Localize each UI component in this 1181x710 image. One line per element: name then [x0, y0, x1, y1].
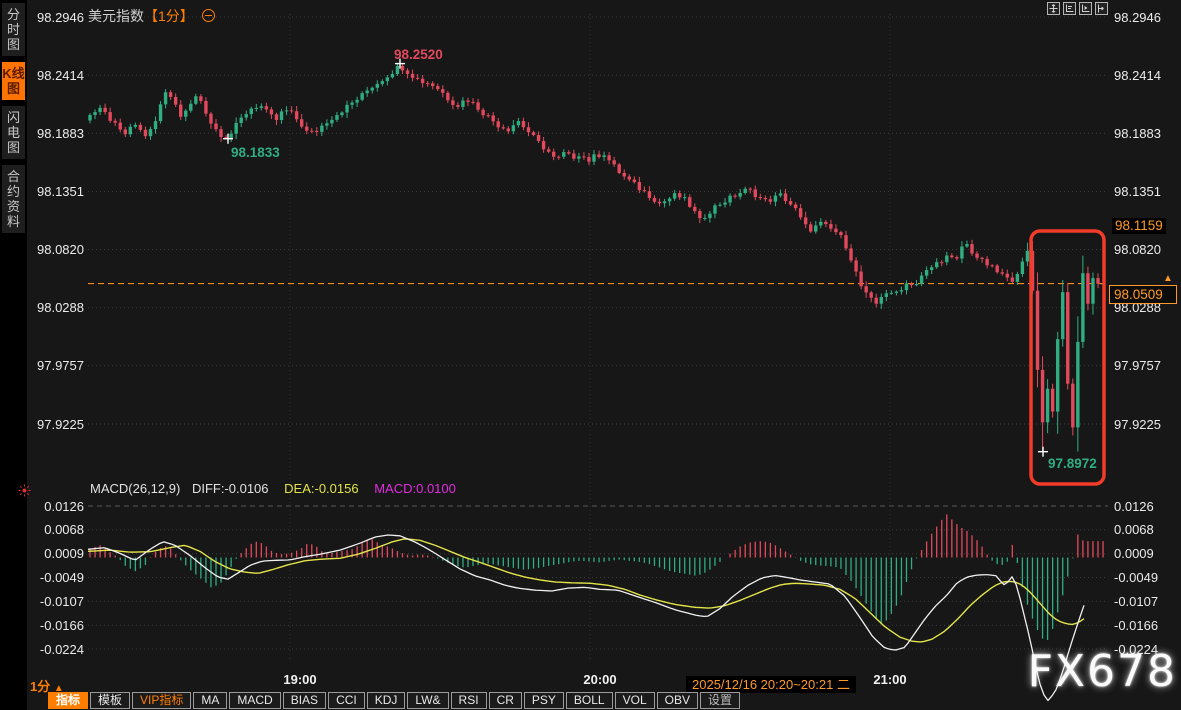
axis-tick: 0.0068 [44, 522, 84, 538]
axis-tick: 97.9757 [37, 358, 84, 374]
current-price-tag: 98.0509 [1109, 285, 1177, 304]
axis-tick: 0.0009 [44, 546, 84, 562]
macd-dea-value: DEA:-0.0156 [284, 481, 359, 496]
axis-zoom-left-icon[interactable] [1063, 2, 1076, 15]
axis-tick: 98.2414 [1114, 67, 1161, 83]
time-tick-19:00: 19:00 [283, 672, 317, 687]
axis-tick: 98.0820 [37, 242, 84, 258]
axis-tick: 98.0288 [37, 300, 84, 316]
axis-tick: 98.1883 [37, 125, 84, 141]
tab-RSI[interactable]: RSI [450, 692, 487, 709]
bottom-left-corner [0, 668, 27, 710]
sidebar-item-0[interactable]: 分时图 [2, 3, 25, 56]
marker-97.8972: 97.8972 [1048, 455, 1097, 471]
axis-tick: 97.9757 [1114, 358, 1161, 374]
time-tick-20:00: 20:00 [583, 672, 617, 687]
period-indicator-label: 1分 [30, 679, 51, 694]
axis-zoom-play-icon[interactable] [1079, 2, 1092, 15]
axis-tick: 0.0126 [44, 498, 84, 514]
tab-KDJ[interactable]: KDJ [366, 692, 406, 709]
tab-CR[interactable]: CR [488, 692, 522, 709]
axis-tick: -0.0049 [1114, 570, 1159, 585]
tab-VOL[interactable]: VOL [614, 692, 655, 709]
axis-tick: 0.0126 [1114, 498, 1154, 514]
axis-tick: 98.2946 [1114, 9, 1161, 25]
watermark: FX678 [1027, 646, 1177, 697]
chart-title: 美元指数【1分】 [88, 6, 215, 26]
axis-tick: 98.2946 [37, 9, 84, 25]
tab-OBV[interactable]: OBV [656, 692, 698, 709]
tab-设置[interactable]: 设置 [699, 692, 740, 709]
tab-LW&[interactable]: LW& [407, 692, 449, 709]
macd-params: MACD(26,12,9) [90, 481, 181, 496]
tab-MACD[interactable]: MACD [229, 692, 281, 709]
sidebar-item-1[interactable]: K线图 [2, 62, 25, 100]
axis-tick: 0.0068 [1114, 522, 1154, 538]
selected-time-range: 2025/12/16 20:20~20:21 二 [686, 676, 856, 693]
period-up-arrow-icon: ▲ [53, 683, 64, 694]
axis-tick: 98.1351 [37, 183, 84, 199]
symbol-name: 美元指数 [88, 8, 144, 24]
tab-PSY[interactable]: PSY [523, 692, 564, 709]
macd-diff-value: DIFF:-0.0106 [191, 481, 269, 496]
zoom-out-icon[interactable] [201, 9, 215, 22]
indicator-tabbar: 指标 模板 VIP指标 MA MACD BIAS CCI KDJ LW& RSI CR PSY BOLL… [27, 692, 740, 709]
left-sidebar: 分时图 K线图闪电图合约资料 [0, 0, 27, 710]
marker-98.2520: 98.2520 [394, 46, 443, 62]
chart-tool-icons [1047, 2, 1108, 15]
axis-tick: -0.0049 [39, 570, 84, 585]
tab-指标[interactable]: 指标 [48, 692, 89, 709]
axis-tick: -0.0166 [39, 617, 84, 633]
tab-MA[interactable]: MA [193, 692, 228, 709]
time-tick-21:00: 21:00 [873, 672, 907, 687]
axis-tick: -0.0166 [1114, 617, 1159, 633]
axis-tick: 97.9225 [37, 416, 84, 432]
sidebar-item-2[interactable]: 闪电图 [2, 106, 25, 159]
axis-tick: 98.1883 [1114, 125, 1161, 141]
macd-header: MACD(26,12,9) DIFF:-0.0106 DEA:-0.0156 M… [90, 481, 456, 496]
box-high-price-tag: 98.1159 [1112, 218, 1166, 234]
sidebar-item-3[interactable]: 合约资料 [2, 165, 25, 233]
axis-tick: 0.0009 [1114, 546, 1154, 562]
period-indicator[interactable]: 1分 ▲ [30, 676, 64, 695]
marker-98.1833: 98.1833 [231, 144, 280, 160]
indicator-alert-icon[interactable] [18, 484, 31, 502]
axis-shift-right-icon[interactable] [1095, 2, 1108, 15]
move-tool-icon[interactable] [1047, 2, 1060, 15]
axis-tick: 98.0820 [1114, 242, 1161, 258]
price-up-arrow-icon: ▲ [1163, 273, 1173, 284]
axis-tick: -0.0107 [39, 593, 84, 609]
tab-CCI[interactable]: CCI [328, 692, 365, 709]
axis-tick: -0.0224 [39, 641, 84, 657]
macd-macd-value: MACD:0.0100 [374, 481, 456, 496]
axis-tick: -0.0107 [1114, 593, 1159, 609]
tab-VIP指标[interactable]: VIP指标 [132, 692, 192, 709]
axis-tick: 98.2414 [37, 67, 84, 83]
tab-BIAS[interactable]: BIAS [282, 692, 327, 709]
tab-模板[interactable]: 模板 [90, 692, 131, 709]
axis-tick: 97.9225 [1114, 416, 1161, 432]
period-label: 【1分】 [144, 8, 194, 24]
axis-tick: -0.0224 [1114, 641, 1159, 657]
axis-tick: 98.1351 [1114, 183, 1161, 199]
tab-BOLL[interactable]: BOLL [565, 692, 613, 709]
